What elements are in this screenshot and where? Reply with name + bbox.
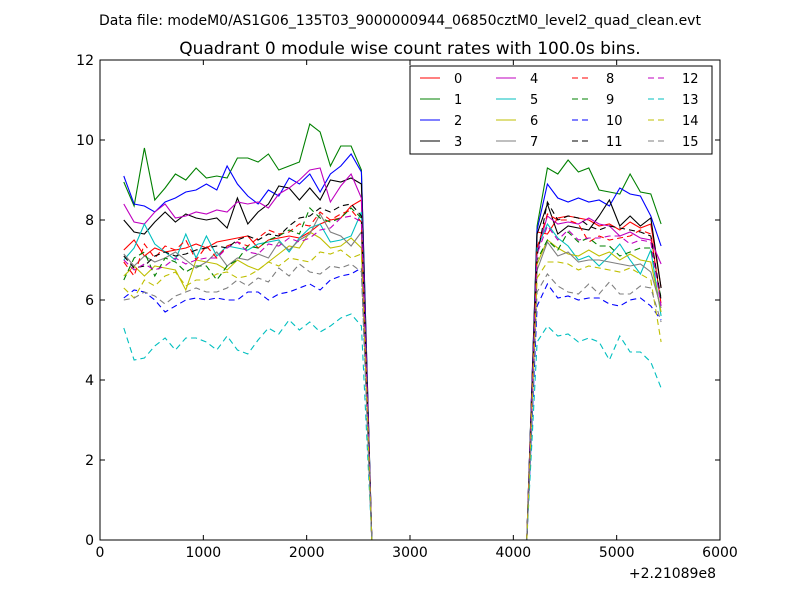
- series-line-1: [123, 123, 662, 540]
- legend-label-6: 6: [530, 114, 538, 129]
- series-line-12: [123, 215, 662, 540]
- legend-label-1: 1: [454, 93, 462, 108]
- legend-label-14: 14: [682, 114, 699, 129]
- y-tick-label: 10: [76, 133, 94, 149]
- series-line-5: [123, 211, 662, 540]
- series-line-13: [123, 313, 662, 540]
- series-line-9: [123, 207, 662, 540]
- legend-label-4: 4: [530, 72, 538, 87]
- y-tick-label: 2: [85, 453, 94, 469]
- series-layer: [123, 123, 662, 540]
- y-tick-label: 0: [85, 533, 94, 549]
- x-tick-label: 6000: [702, 545, 738, 561]
- series-line-2: [123, 153, 662, 540]
- x-offset-label: +2.21089e8: [629, 566, 716, 582]
- chart-title: Quadrant 0 module wise count rates with …: [179, 39, 640, 59]
- series-line-10: [123, 267, 662, 540]
- legend-label-0: 0: [454, 72, 462, 87]
- x-tick-label: 3000: [392, 545, 428, 561]
- legend-label-5: 5: [530, 93, 538, 108]
- series-line-11: [123, 200, 662, 540]
- x-tick-label: 5000: [599, 545, 635, 561]
- x-tick-label: 4000: [496, 545, 532, 561]
- series-line-8: [123, 209, 662, 540]
- legend-label-13: 13: [682, 93, 699, 108]
- legend-label-15: 15: [682, 135, 699, 150]
- series-line-14: [123, 249, 662, 540]
- legend-label-9: 9: [606, 93, 614, 108]
- series-line-15: [123, 263, 662, 540]
- legend-label-8: 8: [606, 72, 614, 87]
- x-tick-label: 2000: [289, 545, 325, 561]
- x-tick-label: 0: [96, 545, 105, 561]
- y-tick-label: 6: [85, 293, 94, 309]
- series-line-0: [123, 199, 662, 540]
- legend-label-2: 2: [454, 114, 462, 129]
- legend-label-12: 12: [682, 72, 699, 87]
- series-line-4: [123, 167, 662, 540]
- series-line-6: [123, 231, 662, 540]
- y-tick-label: 12: [76, 53, 94, 69]
- chart-suptitle: Data file: modeM0/AS1G06_135T03_90000009…: [99, 13, 701, 29]
- y-tick-label: 4: [85, 373, 94, 389]
- x-tick-label: 1000: [186, 545, 222, 561]
- y-tick-label: 8: [85, 213, 94, 229]
- legend-label-11: 11: [606, 135, 623, 150]
- legend-label-7: 7: [530, 135, 538, 150]
- series-line-3: [123, 177, 662, 540]
- legend-box: [409, 65, 713, 155]
- series-line-7: [123, 212, 662, 540]
- legend-label-10: 10: [606, 114, 623, 129]
- legend-label-3: 3: [454, 135, 462, 150]
